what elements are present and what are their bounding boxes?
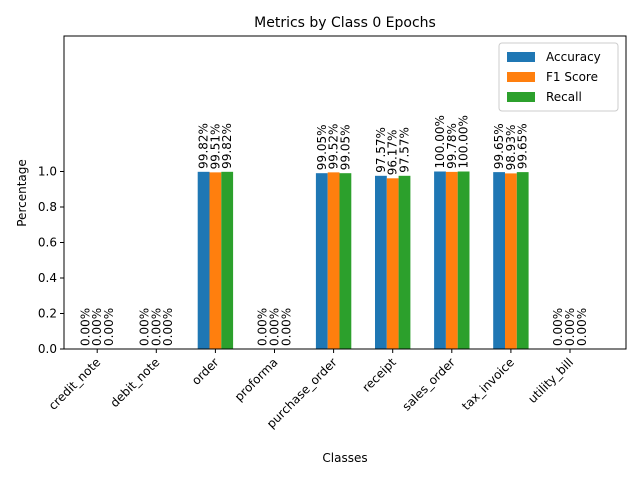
legend-entry-label: Accuracy [546, 50, 601, 64]
bar-value-label: 0.00% [279, 308, 293, 346]
bar-value-label: 0.00% [256, 308, 270, 346]
x-tick-label: proforma [232, 355, 281, 404]
chart-title: Metrics by Class 0 Epochs [254, 15, 436, 31]
legend-entry-label: F1 Score [546, 70, 598, 84]
bar-value-label: 0.00% [551, 308, 565, 346]
bar [445, 171, 458, 349]
x-axis-label: Classes [322, 451, 367, 465]
bar-value-label: 0.00% [149, 308, 163, 346]
bar [375, 175, 387, 349]
bar [457, 171, 470, 349]
y-axis-label: Percentage [15, 159, 29, 227]
bar-value-label: 100.00% [457, 115, 471, 168]
bar [197, 171, 210, 349]
bar [327, 172, 340, 349]
bar-value-label: 0.00% [563, 308, 577, 346]
y-tick-label: 0.0 [38, 342, 57, 356]
x-tick-label: sales_order [400, 355, 458, 413]
axes-frame [63, 35, 627, 350]
bar-value-label: 99.51% [208, 124, 222, 170]
x-tick-label: utility_bill [525, 355, 576, 406]
x-tick-label: tax_invoice [459, 355, 517, 413]
legend-swatch [507, 52, 535, 62]
bar-value-label: 0.00% [575, 308, 589, 346]
bar-value-label: 96.17% [386, 130, 400, 176]
bar-value-label: 97.57% [398, 127, 412, 173]
legend: Accuracy F1 Score Recall [498, 42, 619, 112]
bar-value-label: 0.00% [78, 308, 92, 346]
bar-value-label: 99.65% [492, 123, 506, 169]
bar-value-label: 99.52% [327, 124, 341, 170]
bar [386, 178, 399, 349]
bar [434, 171, 446, 349]
bar-value-label: 99.78% [445, 123, 459, 169]
bar [315, 173, 328, 349]
bars-layer [197, 171, 529, 349]
bar [221, 171, 234, 349]
bar-value-label: 100.00% [433, 115, 447, 168]
bar [209, 172, 222, 349]
bar [398, 175, 411, 349]
legend-entry-label: Recall [546, 90, 582, 104]
x-tick-label: debit_note [107, 355, 162, 410]
bar-labels-layer: 0.00% 0.00%99.82%0.00%99.05% 97.57% 100.00%… [78, 115, 588, 346]
bar-value-label: 98.93% [504, 125, 518, 171]
bar-value-label: 0.00% [102, 308, 116, 346]
y-tick-label: 0.6 [38, 236, 57, 250]
bar-value-label: 99.05% [315, 124, 329, 170]
bar [505, 173, 517, 349]
y-tick-label: 0.8 [38, 200, 57, 214]
x-tick-label: receipt [359, 355, 399, 395]
bar-value-label: 97.57% [374, 127, 388, 173]
x-tick-label: order [189, 355, 222, 388]
bar-value-label: 99.65% [516, 123, 530, 169]
bar-value-label: 0.00% [138, 308, 152, 346]
bar-value-label: 99.82% [220, 123, 234, 169]
bar-value-label: 0.00% [90, 308, 104, 346]
y-tick-label: 0.4 [38, 271, 57, 285]
y-tick-label: 1.0 [38, 165, 57, 179]
bar-value-label: 0.00% [161, 308, 175, 346]
bar-value-label: 99.05% [338, 124, 352, 170]
x-tick-label: credit_note [46, 355, 104, 413]
bar [516, 172, 529, 349]
bar-value-label: 99.82% [197, 123, 211, 169]
bar [493, 172, 505, 349]
bar-value-label: 0.00% [268, 308, 282, 346]
legend-swatch [507, 92, 535, 102]
legend-swatch [507, 72, 535, 82]
y-tick-label: 0.2 [38, 307, 57, 321]
bar [339, 173, 352, 349]
